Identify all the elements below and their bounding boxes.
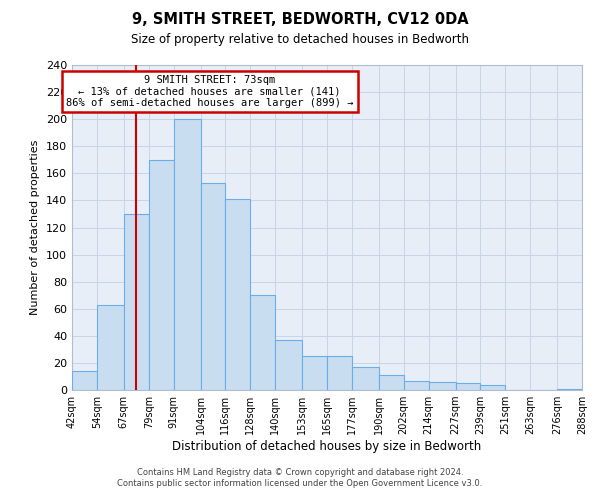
- Text: 9 SMITH STREET: 73sqm
← 13% of detached houses are smaller (141)
86% of semi-det: 9 SMITH STREET: 73sqm ← 13% of detached …: [66, 74, 353, 108]
- Bar: [124, 214, 149, 390]
- Y-axis label: Number of detached properties: Number of detached properties: [31, 140, 40, 315]
- Bar: [428, 382, 455, 390]
- Bar: [557, 388, 582, 390]
- Text: Size of property relative to detached houses in Bedworth: Size of property relative to detached ho…: [131, 32, 469, 46]
- Bar: [72, 371, 97, 390]
- Bar: [250, 295, 275, 390]
- Bar: [327, 356, 352, 390]
- Text: 9, SMITH STREET, BEDWORTH, CV12 0DA: 9, SMITH STREET, BEDWORTH, CV12 0DA: [131, 12, 469, 28]
- X-axis label: Distribution of detached houses by size in Bedworth: Distribution of detached houses by size …: [172, 440, 482, 453]
- Bar: [173, 119, 200, 390]
- Bar: [149, 160, 173, 390]
- Bar: [200, 183, 226, 390]
- Bar: [352, 367, 379, 390]
- Bar: [97, 304, 124, 390]
- Bar: [404, 380, 428, 390]
- Bar: [379, 375, 404, 390]
- Bar: [226, 199, 250, 390]
- Bar: [455, 383, 481, 390]
- Text: Contains HM Land Registry data © Crown copyright and database right 2024.
Contai: Contains HM Land Registry data © Crown c…: [118, 468, 482, 487]
- Bar: [302, 356, 327, 390]
- Bar: [481, 384, 505, 390]
- Bar: [275, 340, 302, 390]
